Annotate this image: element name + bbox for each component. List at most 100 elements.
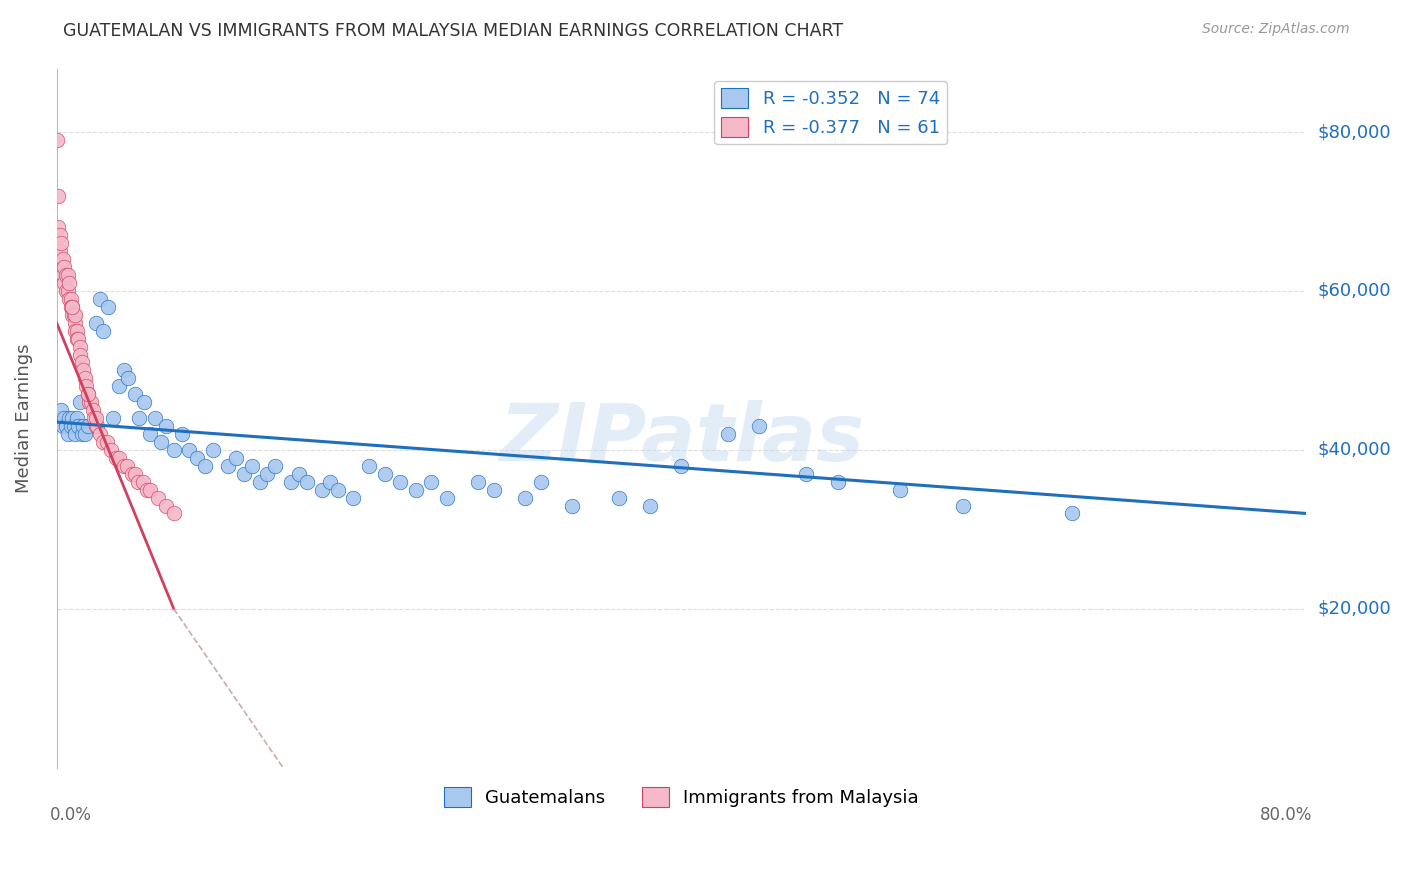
Point [287,467,309,481]
Point [295,475,318,489]
Point [108,379,131,393]
Point [256,467,278,481]
Point [66,324,89,338]
Point [69,340,91,354]
Point [405,483,427,497]
Point [89,292,111,306]
Point [96,434,118,449]
Point [55,268,77,282]
Point [186,450,208,465]
Point [59,419,82,434]
Point [76,419,98,434]
Point [53,260,76,274]
Point [65,427,87,442]
Point [60,300,83,314]
Point [112,363,135,377]
Point [55,284,77,298]
Point [170,427,193,442]
Point [201,442,224,457]
Point [717,427,740,442]
Point [48,411,70,425]
Point [233,467,256,481]
Text: 80.0%: 80.0% [1260,806,1312,824]
Point [163,442,186,457]
Point [58,411,80,425]
Text: $80,000: $80,000 [1317,123,1391,141]
Point [374,467,396,481]
Point [53,276,76,290]
Point [67,419,90,434]
Y-axis label: Median Earnings: Median Earnings [15,343,32,493]
Point [342,491,364,505]
Point [748,419,770,434]
Point [794,467,817,481]
Point [124,467,146,481]
Point [127,475,149,489]
Point [561,499,583,513]
Point [69,395,91,409]
Point [389,475,412,489]
Point [100,442,122,457]
Point [139,427,162,442]
Point [117,371,139,385]
Point [84,419,107,434]
Point [132,395,155,409]
Point [121,467,143,481]
Point [65,308,87,322]
Point [46,133,69,147]
Point [530,475,553,489]
Point [48,244,70,259]
Point [326,483,349,497]
Point [86,419,108,434]
Point [62,419,84,434]
Point [952,499,974,513]
Point [69,347,91,361]
Point [76,387,98,401]
Point [59,300,82,314]
Point [108,450,131,465]
Point [93,324,115,338]
Point [150,434,173,449]
Point [131,475,153,489]
Point [70,355,93,369]
Legend: Guatemalans, Immigrants from Malaysia: Guatemalans, Immigrants from Malaysia [437,780,927,814]
Point [155,419,177,434]
Point [146,491,169,505]
Point [482,483,505,497]
Point [70,427,93,442]
Point [124,387,146,401]
Point [97,300,120,314]
Point [115,458,138,473]
Point [607,491,630,505]
Point [65,316,87,330]
Point [56,268,79,282]
Point [128,411,150,425]
Point [52,419,75,434]
Point [65,324,87,338]
Point [163,507,186,521]
Point [139,483,162,497]
Text: ZIPatlas: ZIPatlas [499,401,863,478]
Point [311,483,333,497]
Point [155,499,177,513]
Point [83,411,105,425]
Point [55,419,77,434]
Point [60,300,83,314]
Point [66,332,89,346]
Point [79,395,101,409]
Point [67,332,90,346]
Point [104,450,127,465]
Point [58,292,80,306]
Point [52,252,75,267]
Point [46,220,69,235]
Point [51,236,73,251]
Point [51,403,73,417]
Text: $60,000: $60,000 [1317,282,1391,300]
Point [60,411,83,425]
Text: Source: ZipAtlas.com: Source: ZipAtlas.com [1202,22,1350,37]
Text: $20,000: $20,000 [1317,599,1391,618]
Point [357,458,380,473]
Point [89,427,111,442]
Point [73,371,96,385]
Point [46,188,69,202]
